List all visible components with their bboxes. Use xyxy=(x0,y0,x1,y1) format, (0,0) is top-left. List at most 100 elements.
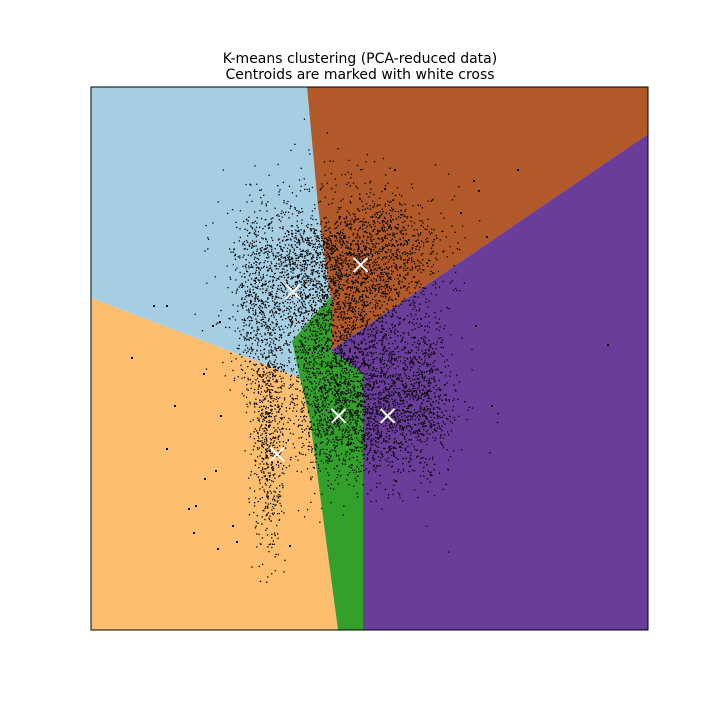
data-point xyxy=(311,210,314,212)
data-point xyxy=(343,416,345,418)
data-point xyxy=(353,411,355,413)
data-point xyxy=(381,208,383,210)
data-point xyxy=(432,241,434,243)
data-point xyxy=(360,314,362,316)
data-point xyxy=(397,293,400,296)
data-point xyxy=(339,333,342,335)
data-point xyxy=(361,304,363,306)
data-point xyxy=(406,289,408,291)
data-point xyxy=(382,295,384,298)
data-point xyxy=(338,385,340,387)
data-point xyxy=(377,204,379,206)
data-point xyxy=(349,349,351,351)
data-point xyxy=(384,295,387,297)
data-point xyxy=(311,372,313,374)
data-point xyxy=(267,224,269,226)
data-point xyxy=(315,453,318,455)
data-point xyxy=(330,323,332,325)
data-point xyxy=(333,424,335,426)
data-point xyxy=(385,222,387,224)
data-point xyxy=(289,265,291,267)
data-point xyxy=(392,451,394,453)
data-point xyxy=(356,316,359,318)
data-point xyxy=(268,318,270,320)
data-point xyxy=(290,267,292,270)
data-point xyxy=(432,244,434,246)
data-point xyxy=(399,323,401,325)
data-point xyxy=(399,424,401,426)
data-point xyxy=(426,262,429,264)
data-point xyxy=(339,400,341,403)
data-point xyxy=(362,414,364,416)
data-point xyxy=(405,457,407,459)
data-point xyxy=(393,288,396,290)
data-point xyxy=(329,286,331,289)
data-point xyxy=(381,220,383,222)
data-point xyxy=(292,272,294,274)
data-point xyxy=(329,433,332,436)
data-point xyxy=(421,350,423,352)
data-point xyxy=(240,303,242,306)
data-point xyxy=(329,389,331,391)
data-point xyxy=(255,334,257,336)
data-point xyxy=(261,385,263,387)
data-point xyxy=(378,300,380,302)
data-point xyxy=(257,298,259,300)
data-point xyxy=(381,246,384,248)
data-point xyxy=(297,459,299,461)
data-point xyxy=(288,387,290,389)
data-point xyxy=(298,424,300,426)
data-point xyxy=(361,250,363,253)
data-point xyxy=(357,234,359,236)
data-point xyxy=(309,445,311,447)
data-point xyxy=(334,236,336,238)
data-point xyxy=(308,433,310,435)
data-point xyxy=(398,351,400,353)
data-point xyxy=(336,409,338,412)
data-point xyxy=(377,229,379,231)
data-point xyxy=(275,319,277,321)
data-point xyxy=(362,430,364,432)
data-point xyxy=(250,307,252,309)
data-point xyxy=(413,296,415,298)
data-point xyxy=(371,389,373,391)
data-point xyxy=(293,447,296,449)
data-point xyxy=(379,230,381,232)
data-point xyxy=(311,324,313,326)
data-point xyxy=(342,368,344,370)
data-point xyxy=(324,266,326,268)
data-point xyxy=(391,243,393,246)
data-point xyxy=(269,326,271,329)
data-point xyxy=(387,272,390,274)
data-point xyxy=(434,360,436,362)
data-point xyxy=(403,259,405,261)
data-point xyxy=(310,390,313,392)
data-point xyxy=(374,290,376,292)
data-point xyxy=(369,191,372,194)
data-point xyxy=(305,454,307,456)
data-point xyxy=(251,337,253,340)
data-point xyxy=(264,251,266,253)
data-point xyxy=(358,248,360,250)
data-point xyxy=(362,262,365,265)
data-point xyxy=(411,393,414,395)
data-point xyxy=(254,364,256,366)
data-point xyxy=(318,420,321,422)
data-point xyxy=(319,432,321,434)
data-point xyxy=(369,205,371,207)
data-point xyxy=(355,346,357,349)
data-point xyxy=(286,230,288,232)
data-point xyxy=(266,338,268,341)
data-point xyxy=(364,386,367,388)
data-point xyxy=(311,278,313,280)
data-point xyxy=(319,230,322,232)
data-point xyxy=(303,388,305,390)
data-point xyxy=(357,243,359,245)
data-point xyxy=(272,217,274,219)
data-point xyxy=(279,272,281,274)
data-point xyxy=(378,231,380,233)
data-point xyxy=(278,288,280,291)
data-point xyxy=(379,401,381,403)
data-point xyxy=(307,338,309,340)
data-point xyxy=(396,267,398,269)
